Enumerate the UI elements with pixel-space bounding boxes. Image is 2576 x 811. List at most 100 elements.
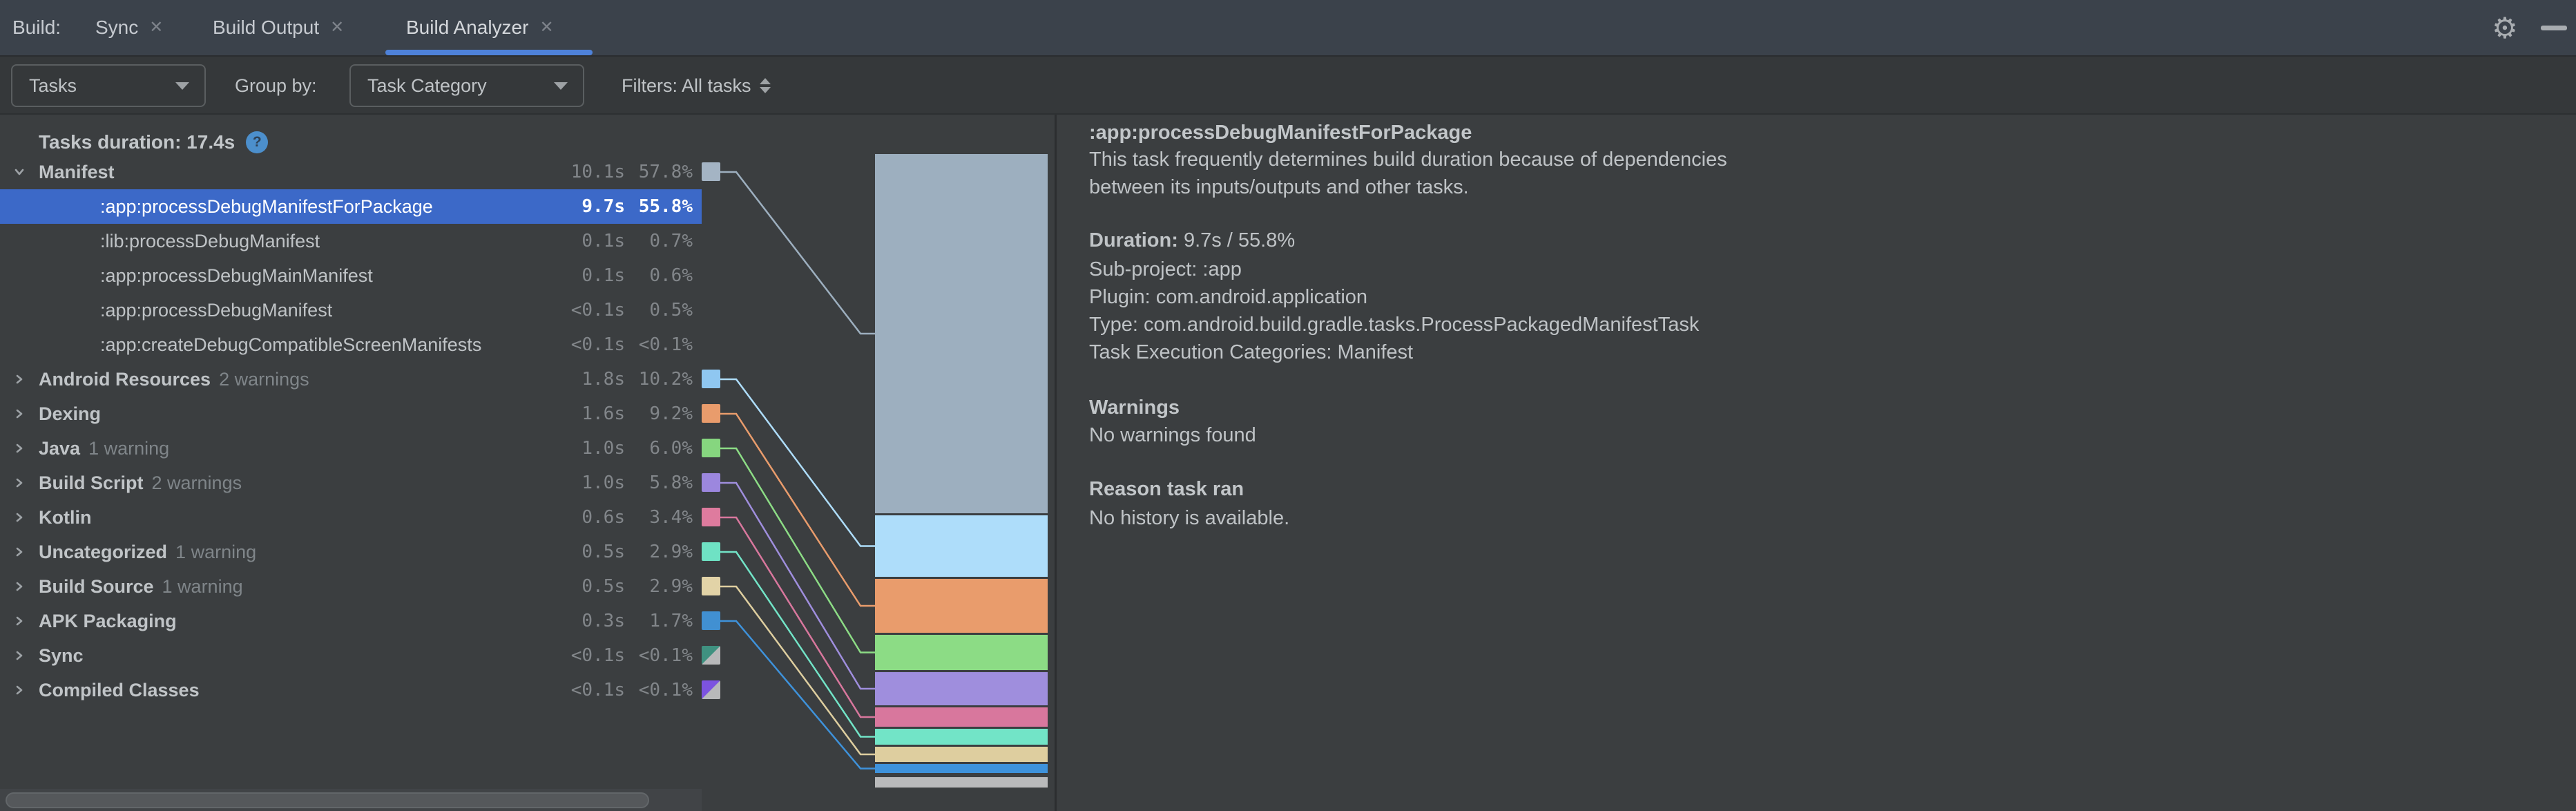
category-row[interactable]: Compiled Classes <0.1s <0.1% xyxy=(0,673,702,707)
chart-segment[interactable] xyxy=(875,154,1048,513)
category-row[interactable]: Build Source 1 warning 0.5s 2.9% xyxy=(0,569,702,604)
chevron-right-icon[interactable] xyxy=(11,647,28,664)
group-by-label: Group by: xyxy=(235,75,317,96)
warning-count: 1 warning xyxy=(175,541,257,562)
task-percent: 2.9% xyxy=(649,542,693,562)
tab-bar: Build: Sync ✕ Build Output ✕ Build Analy… xyxy=(0,0,2576,57)
chevron-right-icon[interactable] xyxy=(11,406,28,422)
tab-build-output[interactable]: Build Output ✕ xyxy=(213,17,345,38)
panel-divider[interactable] xyxy=(1055,115,1057,811)
task-row[interactable]: :app:processDebugManifest <0.1s 0.5% xyxy=(0,293,702,327)
category-color-swatch xyxy=(702,542,720,561)
task-percent: <0.1% xyxy=(638,334,693,355)
task-duration: <0.1s xyxy=(570,680,625,700)
category-row[interactable]: Kotlin 0.6s 3.4% xyxy=(0,500,702,535)
category-color-swatch xyxy=(702,680,720,699)
combo-arrow-icon xyxy=(175,82,189,90)
category-row[interactable]: Uncategorized 1 warning 0.5s 2.9% xyxy=(0,535,702,569)
task-label: Build Source xyxy=(39,575,154,597)
task-description-line: This task frequently determines build du… xyxy=(1089,149,1727,171)
chart-segment[interactable] xyxy=(875,707,1048,727)
tab-build-analyzer[interactable]: Build Analyzer ✕ xyxy=(406,17,554,38)
warning-count: 1 warning xyxy=(88,437,170,459)
group-by-combo[interactable]: Task Category xyxy=(349,64,584,107)
category-row[interactable]: Android Resources 2 warnings 1.8s 10.2% xyxy=(0,362,702,397)
category-color-swatch xyxy=(702,577,720,595)
task-detail-title: :app:processDebugManifestForPackage xyxy=(1089,122,1472,144)
chevron-right-icon[interactable] xyxy=(11,578,28,595)
reason-body: No history is available. xyxy=(1089,507,1290,529)
chart-segment[interactable] xyxy=(875,635,1048,670)
help-icon[interactable]: ? xyxy=(246,131,269,153)
chevron-right-icon[interactable] xyxy=(11,682,28,698)
task-percent: 1.7% xyxy=(649,611,693,631)
chart-segment[interactable] xyxy=(875,747,1048,762)
category-row[interactable]: Sync <0.1s <0.1% xyxy=(0,638,702,673)
task-duration: 10.1s xyxy=(570,162,625,182)
task-label: Android Resources xyxy=(39,368,211,390)
tasks-duration-header: Tasks duration: 17.4s ? xyxy=(39,128,269,156)
task-row[interactable]: :app:createDebugCompatibleScreenManifest… xyxy=(0,327,702,362)
chart-segment[interactable] xyxy=(875,729,1048,745)
combo-arrow-icon xyxy=(554,82,568,90)
category-row[interactable]: Build Script 2 warnings 1.0s 5.8% xyxy=(0,466,702,500)
task-percent: 5.8% xyxy=(649,473,693,493)
toolbar: Tasks Group by: Task Category Filters: A… xyxy=(0,57,2576,115)
warning-count: 1 warning xyxy=(162,575,243,597)
view-selector-combo[interactable]: Tasks xyxy=(11,64,206,107)
task-percent: 0.5% xyxy=(649,300,693,321)
task-percent: <0.1% xyxy=(638,680,693,700)
category-row[interactable]: Dexing 1.6s 9.2% xyxy=(0,397,702,431)
task-duration: 0.3s xyxy=(581,611,625,631)
horizontal-scrollbar-thumb[interactable] xyxy=(6,792,649,808)
chevron-right-icon[interactable] xyxy=(11,371,28,388)
warnings-header: Warnings xyxy=(1089,397,1180,419)
task-percent: 6.0% xyxy=(649,438,693,459)
category-row[interactable]: APK Packaging 0.3s 1.7% xyxy=(0,604,702,638)
chevron-right-icon[interactable] xyxy=(11,509,28,526)
chart-segment[interactable] xyxy=(875,764,1048,773)
category-color-swatch xyxy=(702,162,720,181)
task-percent: 0.6% xyxy=(649,265,693,286)
tab-sync[interactable]: Sync ✕ xyxy=(95,17,164,38)
task-row[interactable]: :lib:processDebugManifest 0.1s 0.7% xyxy=(0,224,702,258)
task-duration: 9.7s xyxy=(581,196,625,217)
chart-segment[interactable] xyxy=(875,777,1048,788)
task-duration: 1.8s xyxy=(581,369,625,390)
settings-gear-icon[interactable]: ⚙ xyxy=(2492,11,2518,44)
tab-close-icon[interactable]: ✕ xyxy=(539,18,554,37)
task-percent: 55.8% xyxy=(638,196,693,217)
task-label: :app:processDebugMainManifest xyxy=(100,265,373,286)
task-percent: 9.2% xyxy=(649,403,693,424)
tab-close-icon[interactable]: ✕ xyxy=(149,18,164,37)
task-duration: 0.1s xyxy=(581,265,625,286)
task-row[interactable]: :app:processDebugManifestForPackage 9.7s 5… xyxy=(0,189,702,224)
chevron-right-icon[interactable] xyxy=(11,475,28,491)
duration-label: Duration: xyxy=(1089,229,1178,251)
task-duration: 1.6s xyxy=(581,403,625,424)
task-duration: <0.1s xyxy=(570,334,625,355)
chart-segment[interactable] xyxy=(875,515,1048,577)
filters-dropdown[interactable]: Filters: All tasks xyxy=(622,57,771,115)
subproject-line: Sub-project: :app xyxy=(1089,258,1242,280)
task-label: APK Packaging xyxy=(39,610,177,631)
chart-segment[interactable] xyxy=(875,579,1048,633)
category-row[interactable]: Manifest 10.1s 57.8% xyxy=(0,155,702,189)
chevron-right-icon[interactable] xyxy=(11,544,28,560)
task-duration: <0.1s xyxy=(570,300,625,321)
task-duration: 0.5s xyxy=(581,542,625,562)
category-row[interactable]: Java 1 warning 1.0s 6.0% xyxy=(0,431,702,466)
task-label: Manifest xyxy=(39,161,115,182)
task-percent: 2.9% xyxy=(649,576,693,597)
chevron-right-icon[interactable] xyxy=(11,440,28,457)
chart-segment[interactable] xyxy=(875,672,1048,705)
category-color-swatch xyxy=(702,611,720,630)
chevron-right-icon[interactable] xyxy=(11,613,28,629)
tab-close-icon[interactable]: ✕ xyxy=(330,18,345,37)
category-color-swatch xyxy=(702,404,720,423)
hide-tool-window-icon[interactable] xyxy=(2535,0,2573,55)
task-row[interactable]: :app:processDebugMainManifest 0.1s 0.6% xyxy=(0,258,702,293)
chevron-down-icon[interactable] xyxy=(11,164,28,180)
task-percent: 10.2% xyxy=(638,369,693,390)
